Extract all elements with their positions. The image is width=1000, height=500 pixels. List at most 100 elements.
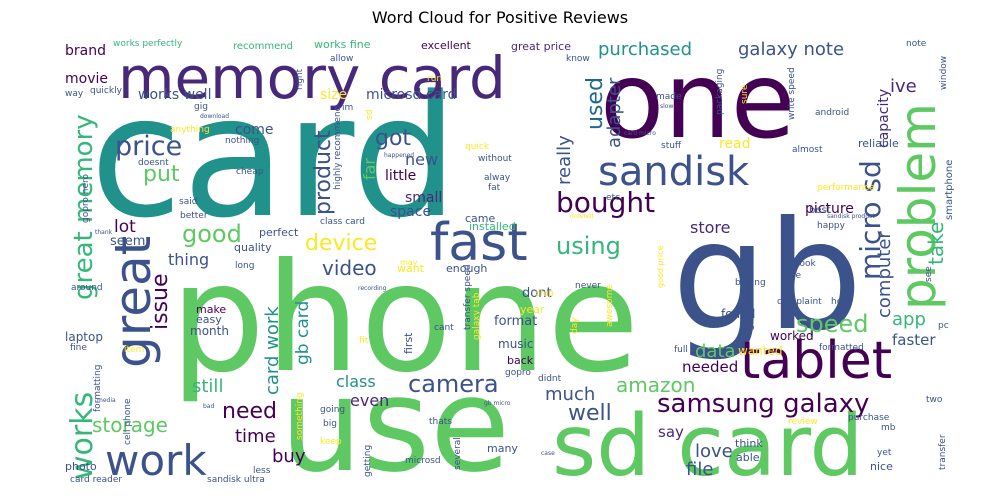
word-made: made xyxy=(656,92,682,102)
word-right: right xyxy=(295,68,305,90)
word-buying: buying xyxy=(735,278,766,288)
word-item: item xyxy=(124,345,144,355)
word-store: store xyxy=(690,218,730,237)
word-gig: gig xyxy=(194,102,208,112)
word-camera: camera xyxy=(408,370,499,398)
word-etc: etc xyxy=(606,193,620,203)
word-phone: phone xyxy=(170,232,639,406)
word-speed: speed xyxy=(796,310,869,338)
word-worked: worked xyxy=(770,329,814,343)
word-work: work xyxy=(105,436,207,485)
word-card-micro: card micro xyxy=(624,130,656,137)
word-said: said xyxy=(179,197,197,207)
word-without: without xyxy=(478,154,512,164)
word-note: note xyxy=(906,39,927,49)
word-fat: fat xyxy=(488,183,501,193)
word-ordered: ordered xyxy=(570,213,594,220)
word-adapter: adapter xyxy=(604,77,625,148)
word-slow: slow xyxy=(660,103,673,110)
word-still: still xyxy=(192,376,223,397)
word-gopro: gopro xyxy=(505,368,531,378)
word-one: one xyxy=(600,40,795,162)
word-year: year xyxy=(520,303,545,316)
word-gb: gb xyxy=(672,190,862,364)
word-works-well: works well xyxy=(138,87,211,103)
word-good-price: good price xyxy=(656,246,665,288)
word-card: card xyxy=(90,59,458,255)
word-class-card: class card xyxy=(320,217,365,227)
word-app: app xyxy=(892,309,926,330)
word-write-speed: write speed xyxy=(787,67,797,120)
word-sandisk-ultra: sandisk ultra xyxy=(207,475,265,485)
word-micro-sd: micro sd xyxy=(854,160,887,280)
word-anything: anything xyxy=(170,125,210,135)
word-amazon: amazon xyxy=(616,373,695,397)
word-window: window xyxy=(939,56,949,90)
word-great-price: great price xyxy=(511,40,571,53)
word-mp: mp xyxy=(740,323,755,333)
word-lot: lot xyxy=(114,217,136,237)
word-space: space xyxy=(390,204,431,220)
word-storage: storage xyxy=(92,413,168,437)
word-cant: cant xyxy=(434,323,454,333)
word-ive: ive xyxy=(890,76,917,97)
word-happened: happened xyxy=(384,152,414,159)
word-going: going xyxy=(320,405,345,415)
word-data: data xyxy=(695,341,736,362)
chart-title: Word Cloud for Positive Reviews xyxy=(371,8,629,27)
word-took: took xyxy=(796,259,817,269)
word-easy: easy xyxy=(196,313,222,326)
word-computer: computer xyxy=(874,231,895,318)
word-microsd-card: microsd card xyxy=(366,87,457,103)
word-smartphone: smartphone xyxy=(944,160,955,220)
word-better: better xyxy=(180,211,208,221)
word-highly-recommend: highly recommend xyxy=(333,106,343,190)
word-doesnt: doesnt xyxy=(138,158,169,168)
word-month: month xyxy=(190,324,229,338)
word-pc: pc xyxy=(938,321,949,331)
word-formatted: formatted xyxy=(819,343,864,353)
word-class: class xyxy=(336,372,376,391)
word-want: want xyxy=(397,262,425,275)
word-first: first xyxy=(402,332,415,354)
word-even: even xyxy=(350,391,389,410)
word-bought: bought xyxy=(556,186,655,219)
word-much: much xyxy=(545,384,595,405)
word-fast: fast xyxy=(430,213,528,273)
word-thats: thats xyxy=(429,417,452,427)
word-several: several xyxy=(453,437,463,470)
word-device: device xyxy=(305,231,377,256)
word-new: new xyxy=(405,150,438,169)
word-put: put xyxy=(143,162,180,187)
word-problem: problem xyxy=(889,103,947,310)
word-wanted: wanted xyxy=(738,344,782,358)
word-see: see xyxy=(924,266,934,282)
word-photo: photo xyxy=(65,460,97,473)
word-galaxy-tab: galaxy tab xyxy=(472,292,482,340)
word-time: time xyxy=(235,426,276,447)
word-transfer: transfer xyxy=(938,434,948,470)
word-got: got xyxy=(375,126,411,151)
word-transfer-speed: transfer speed xyxy=(463,264,473,330)
word-love: love xyxy=(695,441,733,462)
word-case: case xyxy=(541,450,555,457)
word-good: good xyxy=(182,220,242,248)
word-laptop: laptop xyxy=(65,330,103,344)
word-card-reader: card reader xyxy=(70,475,122,485)
word-galaxy-note: galaxy note xyxy=(738,39,844,60)
word-using: using xyxy=(556,232,621,260)
word-microsd: microsd xyxy=(405,456,441,466)
word-sandisk-product: sandisk product xyxy=(827,213,875,220)
word-android: android xyxy=(815,108,849,118)
word-recording: recording xyxy=(358,285,387,292)
word-needed: needed xyxy=(682,358,738,376)
word-gb-card: gb card xyxy=(293,301,313,365)
word-purchase: purchase xyxy=(848,413,890,423)
word-come: come xyxy=(235,122,274,138)
word-getting: getting xyxy=(363,445,373,477)
word-quality: quality xyxy=(234,241,272,254)
word-sandisk: sandisk xyxy=(598,149,750,195)
word-cell-phone: cell phone xyxy=(123,398,133,445)
word-seem: seem xyxy=(110,234,145,249)
word-file: file xyxy=(686,459,713,480)
